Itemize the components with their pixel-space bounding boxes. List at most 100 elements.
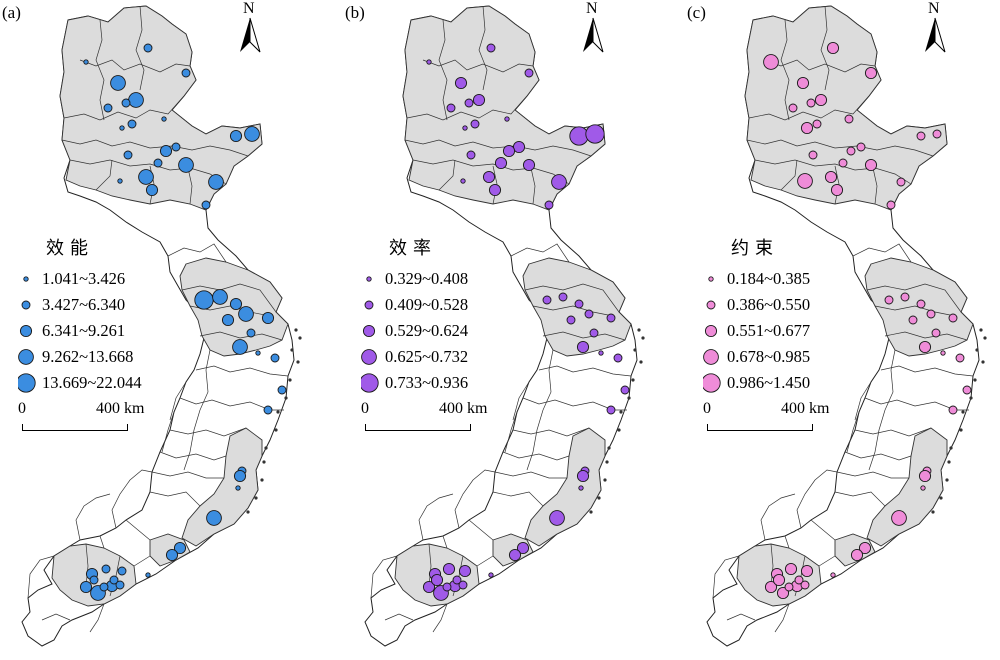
city-point (458, 580, 468, 590)
island (627, 396, 631, 400)
legend-entry: 0.551~0.677 (703, 318, 810, 344)
island (597, 496, 601, 500)
city-point (488, 572, 494, 578)
island (631, 378, 635, 382)
city-point (246, 328, 256, 338)
admin-boundary (63, 95, 185, 121)
city-point (178, 157, 194, 173)
legend-entry: 0.409~0.528 (361, 292, 468, 318)
admin-boundary (442, 519, 494, 549)
city-point (858, 541, 872, 555)
admin-boundary (492, 491, 544, 507)
city-point (482, 170, 496, 184)
admin-boundary (79, 59, 191, 73)
city-point (194, 290, 214, 310)
city-point (606, 313, 616, 323)
legend-entry: 0.184~0.385 (703, 266, 810, 292)
legend: 效能 1.041~3.426 3.427~6.340 6.341~9.261 9.262… (18, 234, 142, 396)
scale-zero: 0 (361, 400, 369, 417)
city-point (549, 510, 565, 526)
city-point (884, 295, 894, 305)
legend-symbol (361, 349, 377, 365)
city-point (508, 548, 522, 562)
island (939, 496, 943, 500)
island (981, 360, 985, 364)
legend-symbol (361, 373, 379, 393)
city-point (462, 125, 468, 131)
city-point (551, 174, 567, 190)
legend-label: 0.733~0.936 (385, 373, 469, 392)
city-point (544, 200, 554, 210)
legend-symbol (19, 324, 33, 338)
island (637, 328, 641, 332)
city-point (83, 59, 89, 65)
city-point (229, 297, 243, 311)
legend-label: 0.386~0.550 (727, 295, 811, 314)
legend-symbol (703, 373, 721, 393)
city-point (103, 103, 113, 113)
city-point (488, 183, 502, 197)
city-point (916, 131, 926, 141)
city-point (908, 315, 918, 325)
admin-boundary (852, 243, 912, 263)
city-point (233, 469, 247, 483)
study-region (59, 5, 263, 211)
city-point (962, 385, 972, 395)
city-point (797, 173, 813, 189)
city-point (886, 200, 896, 210)
legend-label: 3.427~6.340 (42, 295, 126, 314)
legend-symbol (21, 300, 31, 310)
city-point (838, 158, 848, 168)
admin-boundary (834, 491, 886, 507)
legend-label: 1.041~3.426 (42, 269, 126, 288)
legend-label: 13.669~22.044 (42, 373, 142, 392)
north-label: N (586, 0, 598, 17)
legend-title: 效率 (389, 238, 437, 259)
city-point (584, 309, 594, 319)
map-svg (21, 5, 302, 647)
admin-boundary (774, 555, 836, 633)
admin-boundary (404, 139, 592, 157)
admin-boundary (796, 469, 838, 529)
city-point (948, 313, 958, 323)
admin-boundary (754, 159, 912, 185)
island (262, 460, 266, 464)
admin-boundary (746, 139, 934, 157)
scale-bar: 0 400 km (703, 398, 833, 438)
admin-boundary (712, 555, 740, 599)
city-point (173, 541, 187, 555)
island (603, 478, 607, 482)
city-point (846, 146, 856, 156)
city-point (620, 385, 630, 395)
island (284, 396, 288, 400)
legend-label: 0.409~0.528 (385, 295, 469, 314)
city-point (426, 59, 432, 65)
city-point (452, 575, 462, 585)
city-point (221, 313, 235, 327)
city-point (516, 541, 530, 555)
legend-entry: 3.427~6.340 (18, 292, 125, 318)
city-point (458, 564, 472, 578)
legend: 约束 0.184~0.385 0.386~0.550 0.551~0.677 0.678… (703, 234, 810, 396)
legend-entry: 9.262~13.668 (18, 344, 133, 370)
city-point (830, 183, 844, 197)
city-point (864, 158, 878, 172)
admin-boundary (167, 243, 227, 263)
legend-label: 0.329~0.408 (385, 269, 469, 288)
legend-symbol (18, 373, 36, 393)
admin-boundary (494, 471, 567, 479)
admin-boundary (764, 59, 876, 73)
city-point (494, 156, 508, 170)
city-point (830, 572, 836, 578)
city-point (486, 43, 496, 53)
legend-entry: 1.041~3.426 (18, 266, 125, 292)
admin-boundary (135, 5, 145, 91)
city-point (261, 311, 275, 325)
panel-label: (a) (2, 3, 21, 22)
admin-boundary (438, 159, 536, 205)
island (641, 336, 645, 340)
city-point (145, 183, 159, 197)
city-point (606, 405, 616, 415)
city-point (522, 158, 536, 172)
city-point (576, 340, 590, 354)
